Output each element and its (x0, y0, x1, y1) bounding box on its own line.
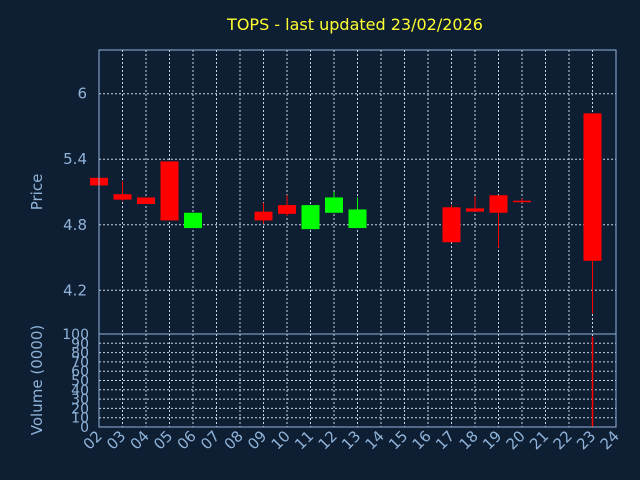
volume-axis-title: Volume (0000) (28, 325, 46, 435)
volume-y-tick-label: 80 (71, 346, 89, 362)
candle-body (113, 194, 132, 200)
x-tick-label: 05 (150, 427, 176, 453)
x-tick-label: 13 (338, 427, 364, 453)
candle-body (489, 195, 508, 213)
x-tick-label: 08 (221, 427, 247, 453)
x-tick-label: 04 (127, 427, 153, 453)
x-tick-label: 21 (526, 427, 552, 453)
volume-y-tick-label: 20 (71, 401, 89, 417)
candle-body (348, 209, 367, 229)
x-tick-label: 15 (385, 427, 411, 453)
x-tick-label: 18 (456, 427, 482, 453)
volume-y-tick-label: 70 (71, 355, 89, 371)
candle-body (184, 212, 202, 229)
volume-y-tick-label: 10 (71, 411, 89, 427)
price-y-tick-label: 4.2 (63, 281, 87, 299)
x-tick-labels: 0203040506070809101112131415161718192021… (80, 427, 623, 453)
chart-title: TOPS - last updated 23/02/2026 (226, 15, 483, 34)
volume-y-tick-label: 90 (71, 336, 89, 352)
candle-body (466, 208, 484, 212)
x-tick-label: 24 (597, 427, 623, 453)
x-tick-label: 19 (479, 427, 505, 453)
price-y-tick-labels: 4.2 4.8 5.4 6 (63, 85, 87, 300)
price-gridlines (98, 50, 617, 334)
price-axis-title: Price (28, 174, 46, 211)
x-tick-label: 12 (315, 427, 341, 453)
candle-body (442, 207, 461, 243)
x-tick-label: 06 (174, 427, 200, 453)
x-tick-label: 03 (103, 427, 129, 453)
x-tick-label: 07 (197, 427, 223, 453)
x-tick-label: 20 (503, 427, 529, 453)
x-tick-label: 16 (409, 427, 435, 453)
volume-gridlines (98, 333, 617, 428)
volume-panel-frame (98, 333, 617, 428)
candle-body (254, 211, 273, 221)
volume-y-tick-label: 30 (71, 392, 89, 408)
candle-body (513, 200, 531, 203)
x-tick-label: 09 (244, 427, 270, 453)
x-tick-label: 17 (432, 427, 458, 453)
candle-body (160, 161, 179, 221)
volume-y-tick-label: 100 (62, 327, 89, 343)
volume-y-tick-label: 40 (71, 383, 89, 399)
price-y-tick-label: 4.8 (63, 216, 87, 234)
price-y-tick-label: 5.4 (63, 150, 87, 168)
volume-y-tick-label: 50 (71, 374, 89, 390)
x-axis-title: Day (333, 458, 363, 476)
volume-y-tick-label: 0 (80, 420, 89, 436)
x-tick-label: 11 (291, 427, 317, 453)
candlesticks (90, 113, 602, 314)
candle-body (325, 197, 343, 213)
x-tick-label: 22 (550, 427, 576, 453)
price-panel: 4.2 4.8 5.4 6 Price (28, 49, 617, 335)
price-y-tick-label: 6 (77, 85, 87, 103)
candle-body (583, 113, 602, 261)
x-tick-label: 14 (362, 427, 388, 453)
volume-y-tick-label: 60 (71, 364, 89, 380)
candle-body (278, 205, 296, 214)
candle-body (137, 197, 155, 205)
candle-body (301, 205, 320, 230)
x-tick-label: 23 (573, 427, 599, 453)
x-tick-label: 10 (268, 427, 294, 453)
